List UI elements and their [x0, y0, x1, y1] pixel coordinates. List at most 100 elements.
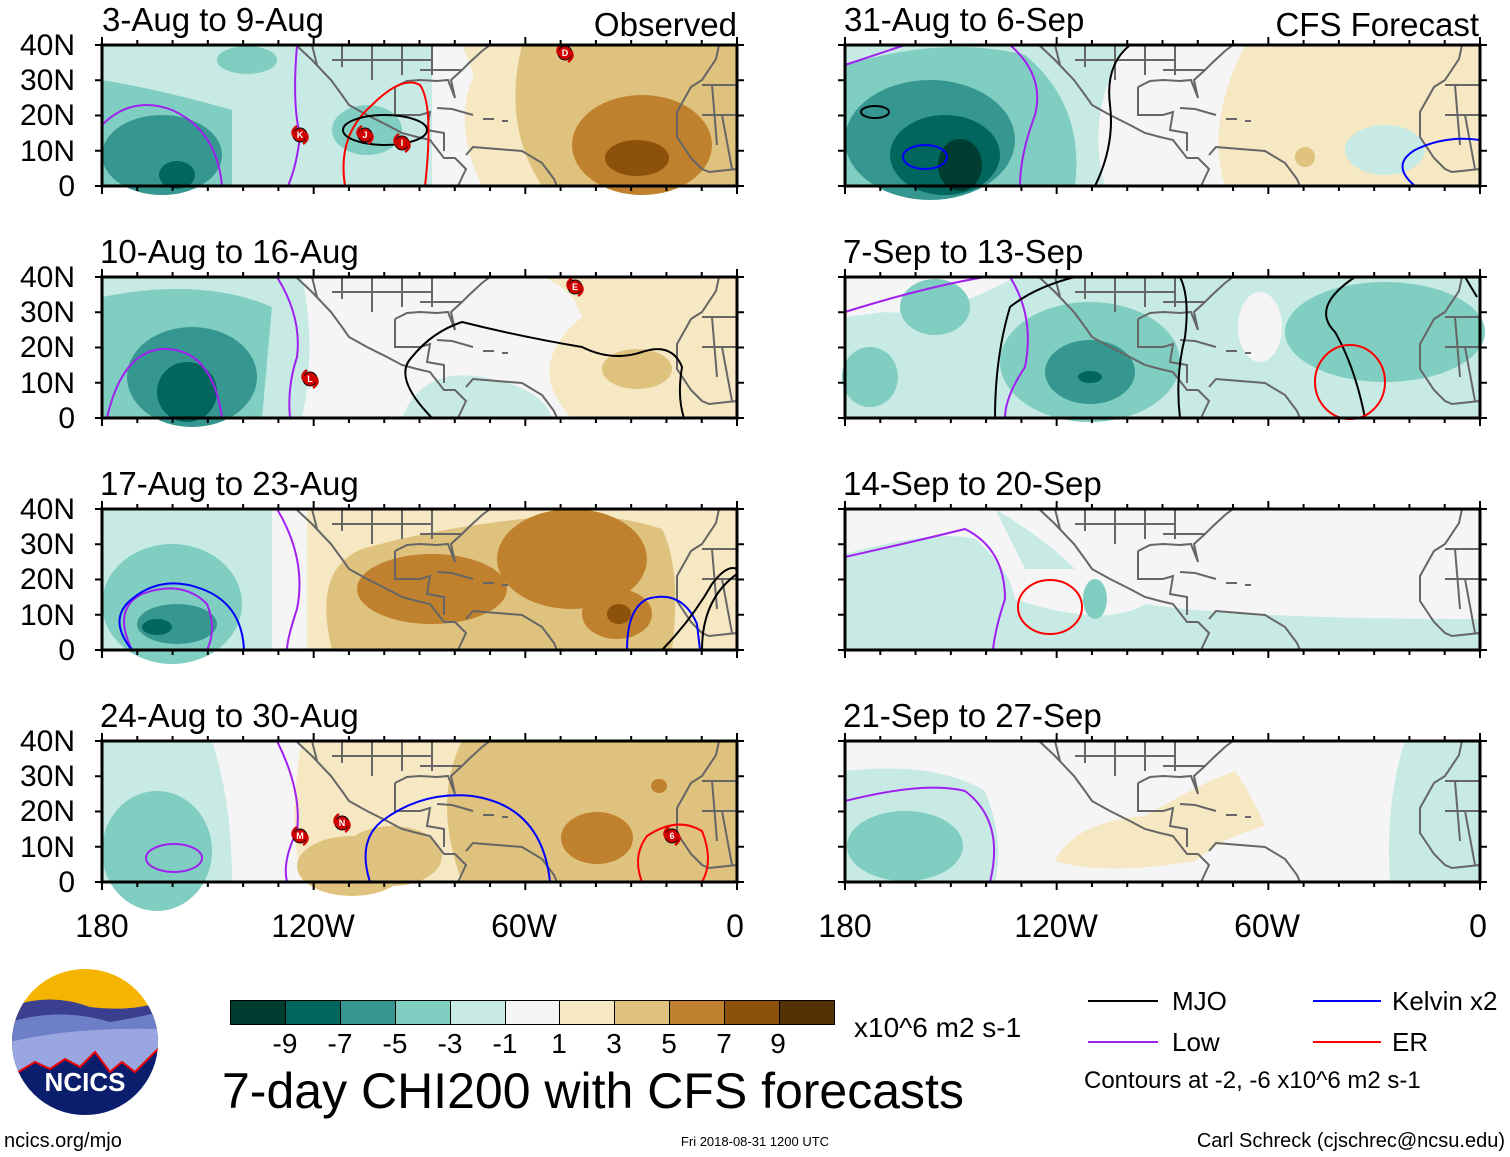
y-axis-label: 30N — [19, 64, 75, 97]
svg-text:N: N — [339, 818, 346, 828]
x-axis-label: 0 — [726, 908, 744, 944]
y-axis-label: 30N — [19, 760, 75, 793]
map-panel-fc-3 — [838, 501, 1487, 658]
colorbar-swatch — [559, 1001, 615, 1024]
panel-title: 7-Sep to 13-Sep — [843, 233, 1084, 270]
panel-title: 31-Aug to 6-Sep — [844, 1, 1085, 38]
map-panel-fc-2 — [838, 269, 1487, 426]
colorbar-label: -9 — [272, 1028, 298, 1059]
colorbar-swatch — [339, 1001, 395, 1024]
y-axis-label: 40N — [19, 29, 75, 62]
y-axis-label: 20N — [19, 795, 75, 828]
map-panel-obs-3 — [95, 501, 744, 664]
colorbar-label: -1 — [492, 1028, 518, 1059]
colorbar-swatch — [669, 1001, 725, 1024]
colorbar-label: 7 — [716, 1028, 732, 1059]
x-axis-label: 180 — [818, 908, 872, 944]
storm-marker: M — [291, 825, 309, 847]
legend-label: Low — [1172, 1027, 1220, 1057]
y-axis-label: 40N — [19, 725, 75, 758]
colorbar-swatch — [449, 1001, 505, 1024]
panel-title: 24-Aug to 30-Aug — [100, 697, 359, 734]
svg-text:D: D — [562, 48, 569, 58]
svg-text:J: J — [362, 130, 367, 140]
map-panel-fc-4 — [838, 733, 1487, 890]
colorbar-swatch — [284, 1001, 340, 1024]
colorbar-swatch — [394, 1001, 450, 1024]
y-axis-label: 20N — [19, 99, 75, 132]
legend-line-low — [1088, 1041, 1158, 1043]
map-panel-obs-4: M N 6 — [95, 733, 744, 911]
y-axis-label: 40N — [19, 261, 75, 294]
ncics-logo: NCICS — [12, 969, 158, 1115]
colorbar-label: 3 — [606, 1028, 622, 1059]
colorbar-swatch — [231, 1001, 285, 1024]
footer-url[interactable]: ncics.org/mjo — [4, 1130, 122, 1152]
legend-line-mjo — [1088, 1000, 1158, 1002]
x-axis-label: 180 — [75, 908, 129, 944]
y-axis-label: 10N — [19, 599, 75, 632]
storm-marker: E — [566, 276, 584, 298]
figure-title: 7-day CHI200 with CFS forecasts — [222, 1063, 964, 1119]
svg-text:I: I — [401, 138, 404, 148]
storm-marker: K — [291, 124, 309, 146]
legend-line-kelvin — [1313, 1000, 1381, 1002]
y-axis-label: 10N — [19, 831, 75, 864]
storm-marker: J — [356, 124, 374, 146]
colorbar-label: 1 — [551, 1028, 567, 1059]
panel-title: 10-Aug to 16-Aug — [100, 233, 359, 270]
y-axis-label: 0 — [58, 634, 75, 667]
storm-marker: 6 — [663, 825, 681, 847]
colorbar-label: 5 — [661, 1028, 677, 1059]
colorbar-units: x10^6 m2 s-1 — [854, 1012, 1022, 1043]
forecast-label: CFS Forecast — [1275, 6, 1479, 43]
y-axis-label: 0 — [58, 866, 75, 899]
colorbar — [230, 1000, 835, 1025]
panel-title: 21-Sep to 27-Sep — [843, 697, 1102, 734]
y-axis-label: 30N — [19, 296, 75, 329]
colorbar-swatch — [724, 1001, 780, 1024]
y-axis-label: 10N — [19, 367, 75, 400]
colorbar-swatch — [504, 1001, 560, 1024]
svg-text:6: 6 — [669, 831, 674, 841]
y-axis-label: 10N — [19, 135, 75, 168]
y-axis-label: 20N — [19, 331, 75, 364]
map-panel-fc-1 — [838, 37, 1487, 200]
storm-marker: I — [393, 132, 411, 154]
y-axis-label: 0 — [58, 170, 75, 203]
panel-title: 14-Sep to 20-Sep — [843, 465, 1102, 502]
y-axis-label: 40N — [19, 493, 75, 526]
storm-marker: D — [556, 42, 574, 64]
svg-text:M: M — [296, 831, 304, 841]
svg-text:L: L — [307, 374, 313, 384]
x-axis-label: 60W — [1234, 908, 1300, 944]
map-panel-obs-2: L E — [95, 269, 744, 427]
colorbar-swatch — [779, 1001, 834, 1024]
svg-text:E: E — [572, 282, 578, 292]
colorbar-label: -7 — [327, 1028, 353, 1059]
logo-text: NCICS — [45, 1067, 126, 1097]
colorbar-label: 9 — [770, 1028, 786, 1059]
legend-line-er — [1313, 1041, 1381, 1043]
map-panel-obs-1: K J I D — [95, 37, 744, 195]
x-axis-label: 120W — [271, 908, 355, 944]
y-axis-label: 0 — [58, 402, 75, 435]
storm-marker: N — [333, 812, 351, 834]
contour-note: Contours at -2, -6 x10^6 m2 s-1 — [1084, 1067, 1421, 1094]
colorbar-label: -3 — [437, 1028, 463, 1059]
footer-credit: Carl Schreck (cjschrec@ncsu.edu) — [1196, 1130, 1505, 1152]
legend-label: Kelvin x2 — [1392, 986, 1498, 1016]
colorbar-label: -5 — [382, 1028, 408, 1059]
colorbar-swatch — [614, 1001, 670, 1024]
panel-title: 3-Aug to 9-Aug — [102, 1, 324, 38]
y-axis-label: 30N — [19, 528, 75, 561]
x-axis-label: 0 — [1469, 908, 1487, 944]
legend-label: MJO — [1172, 986, 1227, 1016]
storm-marker: L — [301, 368, 319, 390]
observed-label: Observed — [593, 6, 737, 43]
x-axis-label: 120W — [1014, 908, 1098, 944]
y-axis-label: 20N — [19, 563, 75, 596]
panel-title: 17-Aug to 23-Aug — [100, 465, 359, 502]
footer-timestamp: Fri 2018-08-31 1200 UTC — [680, 1134, 830, 1149]
